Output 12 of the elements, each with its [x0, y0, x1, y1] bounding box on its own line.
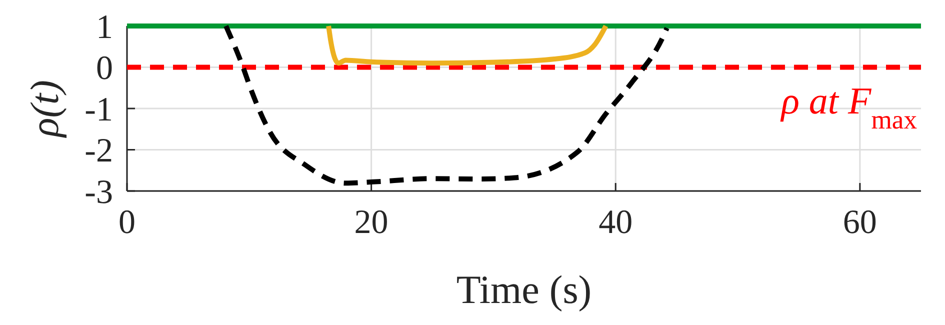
y-tick-label: -2: [84, 132, 113, 170]
y-tick-label: 1: [96, 8, 113, 46]
x-tick-label: 40: [598, 204, 633, 241]
x-tick-label: 20: [354, 204, 388, 241]
y-tick-label: -3: [84, 174, 113, 211]
y-tick-label: -1: [84, 91, 113, 128]
y-axis-title: ρ(t): [22, 80, 67, 139]
y-tick-label: 0: [96, 50, 113, 88]
x-tick-label: 60: [842, 204, 877, 241]
ref-line-label: ρ at F$_{max}$: [780, 80, 917, 134]
x-tick-label: 0: [118, 204, 136, 241]
x-axis-title: Time (s): [456, 267, 592, 312]
